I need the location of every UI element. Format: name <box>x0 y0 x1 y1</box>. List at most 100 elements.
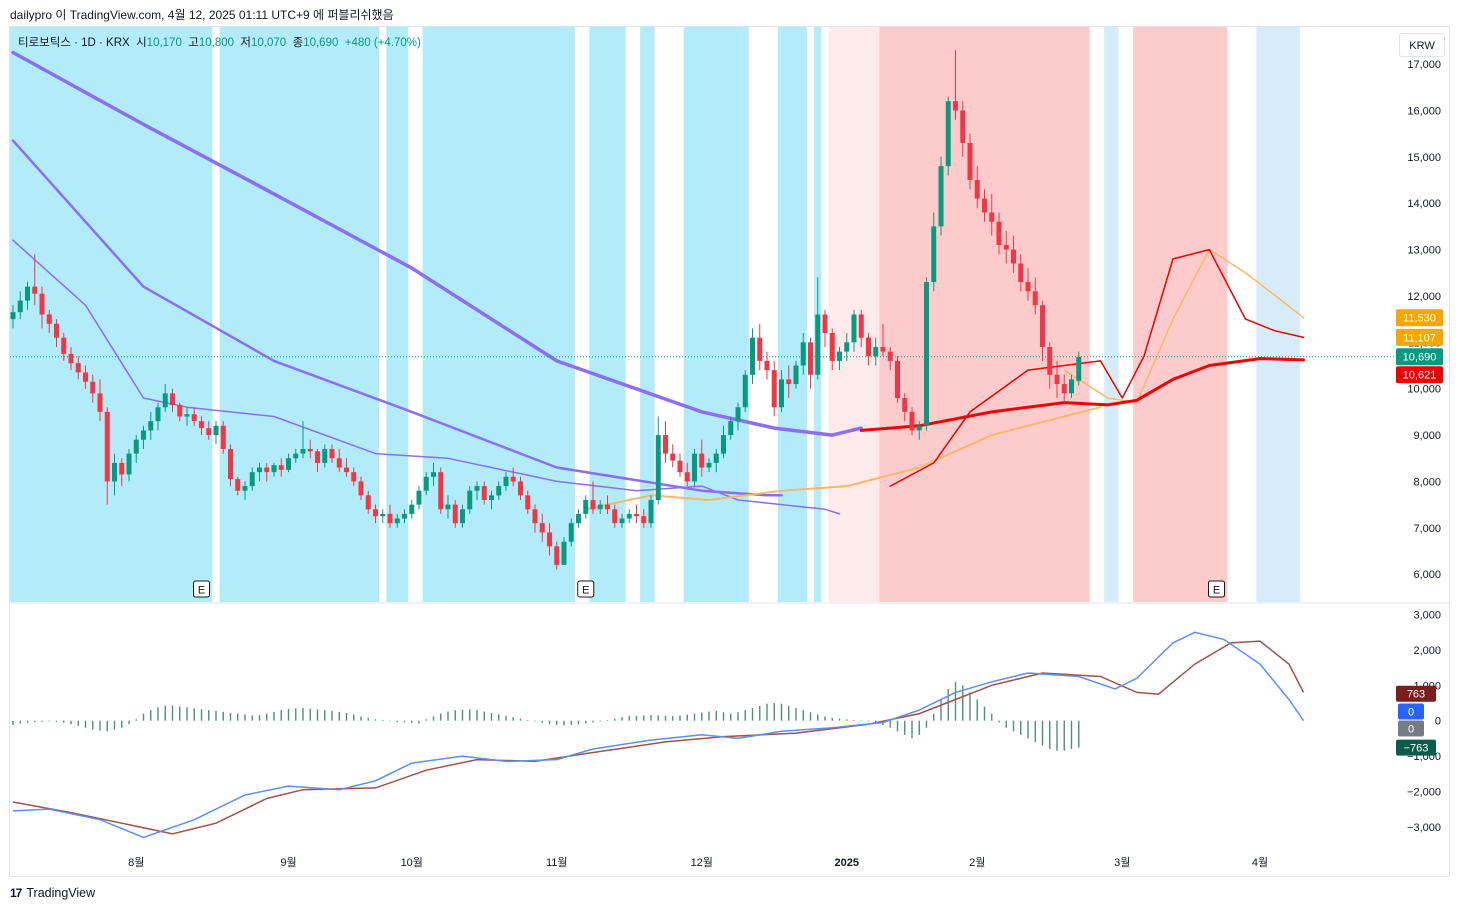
price-tick-label: 8,000 <box>1413 476 1441 488</box>
candles <box>10 50 1082 570</box>
candle-body <box>431 472 436 477</box>
candle-body <box>206 428 212 436</box>
price-tag-label: 11,107 <box>1403 332 1436 344</box>
low-value: 10,070 <box>251 37 287 49</box>
background-band <box>589 27 626 602</box>
candle-body <box>402 513 407 519</box>
candle-body <box>409 504 415 514</box>
candle-body <box>902 397 908 412</box>
candle-body <box>1018 263 1024 283</box>
candle-body <box>989 212 995 222</box>
currency-button[interactable]: KRW <box>1399 33 1445 57</box>
candle-body <box>423 476 429 491</box>
candle-body <box>336 458 342 468</box>
earnings-marker-box <box>1208 580 1225 598</box>
candle-body <box>329 448 335 459</box>
candle-body <box>213 425 219 436</box>
ma-line <box>584 406 1102 511</box>
candle-body <box>873 346 879 357</box>
candle-body <box>61 337 67 354</box>
earnings-marker-box <box>193 580 210 598</box>
candle-body <box>829 333 835 361</box>
candle-body <box>242 486 248 491</box>
ma-line <box>1063 248 1305 404</box>
candle-body <box>510 476 516 482</box>
candle-body <box>307 448 313 452</box>
candle-body <box>793 365 799 385</box>
candle-body <box>815 314 821 375</box>
candle-body <box>924 282 929 426</box>
candle-body <box>648 499 654 524</box>
candle-body <box>1025 282 1031 292</box>
background-band <box>683 27 749 602</box>
macd-tag <box>1398 703 1424 720</box>
candle-body <box>938 166 944 227</box>
candle-body <box>1040 305 1045 347</box>
candle-body <box>481 486 487 500</box>
candle-body <box>641 516 647 524</box>
candle-body <box>1032 291 1038 306</box>
candle-body <box>713 453 719 463</box>
background-band <box>879 27 1090 602</box>
price-tick-label: 12,000 <box>1407 291 1441 303</box>
macd-tick-label: 0 <box>1435 716 1441 728</box>
price-tick-label: 6,000 <box>1413 569 1441 581</box>
brand-name: TradingView <box>26 886 96 900</box>
candle-body <box>561 541 567 565</box>
earnings-marker-box <box>577 580 595 598</box>
price-tag <box>1396 309 1443 327</box>
candle-body <box>90 381 96 394</box>
macd-tick-label: −3,000 <box>1407 822 1441 834</box>
macd-tag-label: 763 <box>1407 689 1425 701</box>
time-tick-label: 2025 <box>835 857 859 869</box>
candle-body <box>822 314 828 334</box>
candle-body <box>351 472 357 482</box>
candle-body <box>460 509 465 524</box>
candle-body <box>605 504 610 510</box>
candle-body <box>858 314 864 338</box>
candle-body <box>539 523 545 533</box>
candle-body <box>590 499 596 510</box>
ma-line <box>859 357 1305 432</box>
candle-body <box>177 404 183 417</box>
candle-body <box>489 495 494 500</box>
candle-body <box>699 453 705 468</box>
candle-body <box>612 509 618 524</box>
candle-body <box>597 504 603 510</box>
candle-body <box>945 101 951 167</box>
candle-body <box>728 421 734 436</box>
candle-body <box>235 479 241 491</box>
candle-body <box>764 360 770 371</box>
candle-body <box>721 435 726 454</box>
candle-body <box>786 379 792 385</box>
change-value: +480 (+4.70%) <box>344 37 421 49</box>
candle-body <box>706 462 712 468</box>
price-tick-label: 17,000 <box>1407 59 1441 71</box>
candle-body <box>315 451 320 463</box>
candle-body <box>452 504 458 524</box>
candle-body <box>1011 249 1016 264</box>
price-tag <box>1396 348 1443 366</box>
candle-body <box>844 342 850 352</box>
candle-body <box>133 439 139 454</box>
candle-body <box>808 342 813 375</box>
candle-body <box>380 513 386 517</box>
candle-body <box>474 486 480 491</box>
candle-body <box>684 472 690 482</box>
candle-body <box>866 337 871 357</box>
macd-signal-line <box>12 640 1305 835</box>
candle-body <box>895 360 900 398</box>
candle-body <box>119 462 125 475</box>
macd-line <box>12 631 1305 839</box>
symbol-name: 티로보틱스 · 1D · KRX <box>18 37 130 49</box>
macd-tag-label: −763 <box>1404 743 1429 755</box>
candle-body <box>112 462 117 482</box>
footer-brand[interactable]: 17 TradingView <box>10 886 95 900</box>
time-tick-label: 4월 <box>1252 856 1268 869</box>
price-tag-label: 11,530 <box>1403 313 1436 325</box>
candle-body <box>757 337 763 361</box>
candle-body <box>692 453 697 482</box>
moving-averages <box>10 50 1394 515</box>
axes: 6,0007,0008,0009,00010,00011,00012,00013… <box>128 59 1441 869</box>
